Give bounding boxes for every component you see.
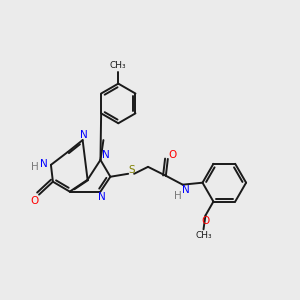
Text: N: N <box>182 184 190 195</box>
Text: N: N <box>101 150 109 160</box>
Text: O: O <box>201 216 210 226</box>
Text: H: H <box>31 162 39 172</box>
Text: CH₃: CH₃ <box>110 61 127 70</box>
Text: N: N <box>98 192 105 202</box>
Text: CH₃: CH₃ <box>195 231 212 240</box>
Text: O: O <box>169 150 177 160</box>
Text: H: H <box>174 190 182 201</box>
Text: S: S <box>129 165 136 175</box>
Text: O: O <box>30 196 38 206</box>
Text: N: N <box>40 159 48 169</box>
Text: N: N <box>80 130 88 140</box>
